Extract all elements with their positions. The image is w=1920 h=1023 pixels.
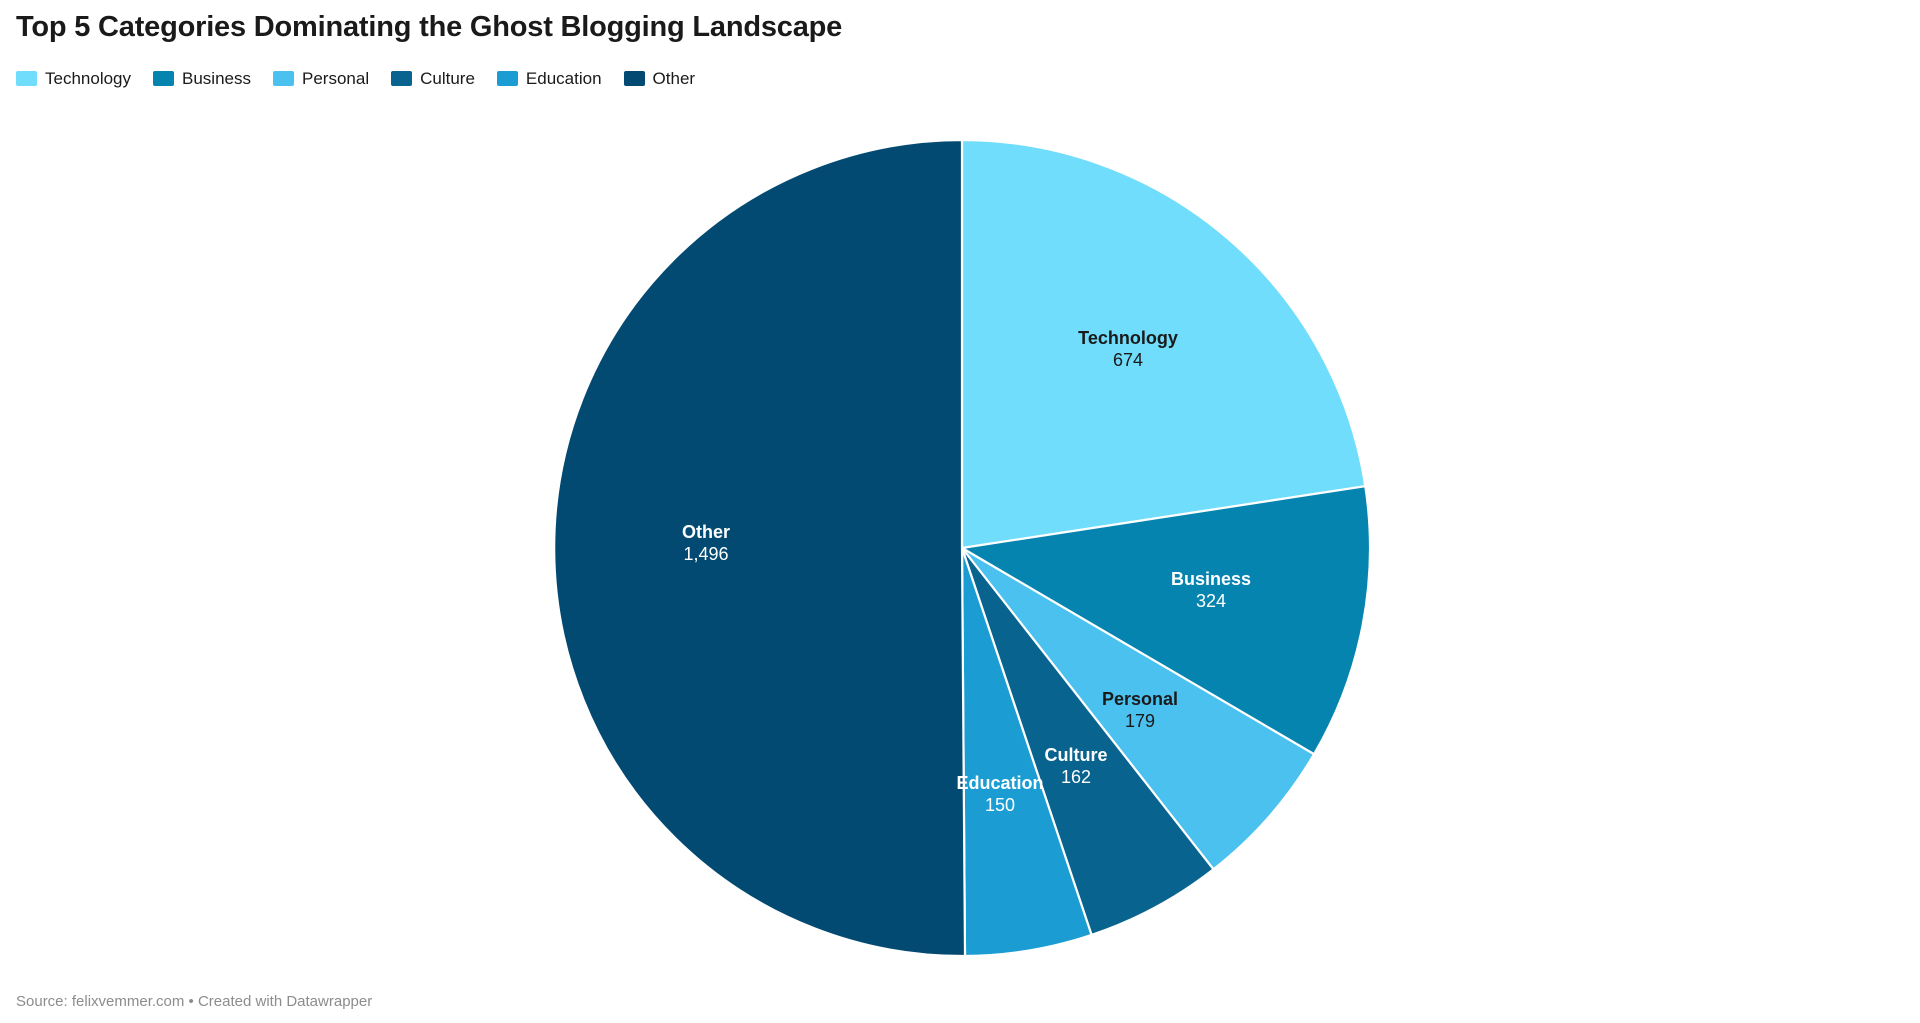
slice-label-name-culture: Culture	[1045, 745, 1108, 765]
color-swatch-icon	[623, 71, 645, 86]
legend-item-technology[interactable]: Technology	[16, 70, 131, 87]
pie-slice-education[interactable]	[960, 546, 1093, 958]
legend-item-other[interactable]: Other	[623, 69, 696, 88]
pie-slice-personal[interactable]	[960, 546, 1316, 871]
legend-item-label: Education	[525, 69, 602, 88]
pie-slice-technology[interactable]	[960, 138, 1367, 550]
slice-label-value-personal: 179	[1125, 711, 1155, 731]
legend-item-label: Technology	[45, 69, 132, 88]
slice-label-value-other: 1,496	[683, 544, 728, 564]
legend-item-personal[interactable]: Personal	[273, 70, 369, 87]
slice-label-value-education: 150	[985, 795, 1015, 815]
color-swatch-icon	[16, 71, 37, 86]
slice-label-name-technology: Technology	[1078, 328, 1178, 348]
slice-label-name-personal: Personal	[1102, 689, 1178, 709]
legend-item-label: Personal	[302, 69, 370, 88]
legend-item-label: Other	[652, 69, 696, 88]
color-swatch-icon	[273, 71, 294, 86]
slice-label-name-education: Education	[956, 773, 1043, 793]
page-title: Top 5 Categories Dominating the Ghost Bl…	[16, 11, 843, 43]
source-note: Source: felixvemmer.com • Created with D…	[16, 993, 373, 1010]
slice-label-value-technology: 674	[1113, 350, 1143, 370]
slice-label-value-business: 324	[1196, 591, 1226, 611]
legend-item-culture[interactable]: Culture	[391, 70, 475, 87]
legend-item-education[interactable]: Education	[496, 69, 602, 88]
color-swatch-icon	[391, 71, 413, 86]
slice-label-name-business: Business	[1171, 569, 1251, 589]
pie-slice-business[interactable]	[960, 485, 1372, 756]
legend-item-business[interactable]: Business	[153, 70, 251, 87]
color-swatch-icon	[153, 71, 175, 86]
legend-item-label: Culture	[420, 69, 475, 88]
color-swatch-icon	[496, 71, 518, 86]
pie-slice-other[interactable]	[553, 138, 967, 958]
chart-legend: Technology Business Personal Culture Educati…	[16, 70, 717, 87]
legend-item-label: Business	[182, 69, 251, 88]
slice-label-value-culture: 162	[1061, 767, 1091, 787]
slice-label-name-other: Other	[682, 522, 730, 542]
pie-slice-culture[interactable]	[960, 546, 1215, 936]
